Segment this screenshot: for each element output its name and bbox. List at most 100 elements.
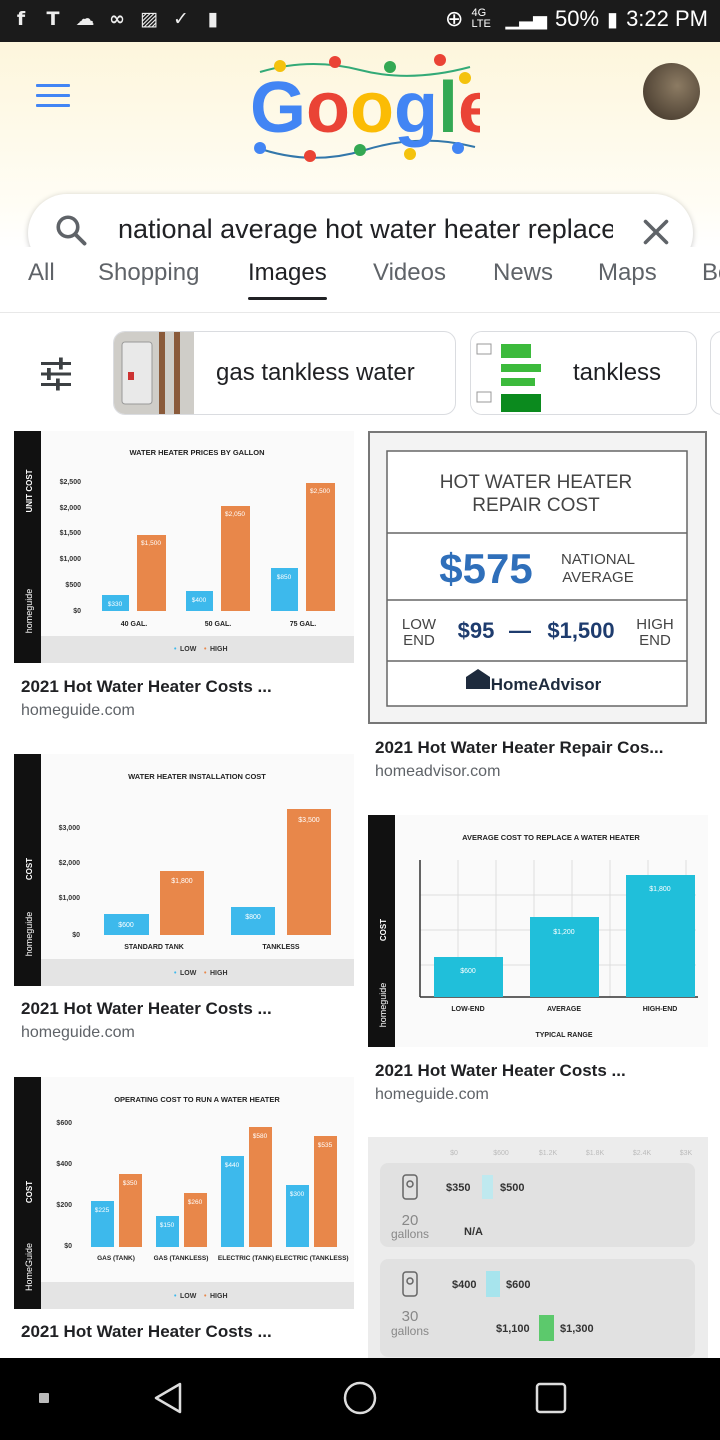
back-icon[interactable] — [150, 1380, 186, 1416]
ha-avg-label: AVERAGE — [562, 569, 633, 586]
chart-ylabel: UNIT COST — [25, 469, 34, 512]
result-image[interactable]: $0 $600 $1.2K $1.8K $2.4K $3K 20 gallons… — [368, 1137, 708, 1358]
result-title[interactable]: 2021 Hot Water Heater Costs ... — [375, 1061, 626, 1080]
overview-icon[interactable] — [534, 1381, 568, 1415]
range-bar — [486, 1271, 500, 1297]
battery-percent: 50% — [555, 6, 600, 31]
tab-images[interactable]: Images — [248, 259, 327, 300]
category-label: ELECTRIC (TANKLESS) — [275, 1255, 348, 1262]
menu-icon[interactable] — [36, 84, 70, 108]
bar-label: $2,500 — [310, 488, 330, 495]
result-title[interactable]: 2021 Hot Water Heater Costs ... — [21, 1322, 272, 1341]
bar-label: $400 — [192, 597, 207, 604]
bar-label: $580 — [253, 1133, 268, 1140]
svg-text:•: • — [204, 646, 207, 653]
tick-label: $3,000 — [59, 825, 81, 832]
result-image[interactable]: UNIT COST homeguide WATER HEATER PRICES … — [14, 431, 354, 663]
image-result[interactable]: $0 $600 $1.2K $1.8K $2.4K $3K 20 gallons… — [368, 1137, 708, 1358]
range-na: N/A — [464, 1226, 483, 1238]
tick-label: $2,000 — [60, 505, 82, 512]
t-mobile-icon: T — [46, 8, 60, 30]
image-result[interactable]: COST homeguide AVERAGE COST TO REPLACE A… — [368, 815, 708, 1115]
svg-text:Google: Google — [250, 68, 480, 148]
home-icon[interactable] — [342, 1380, 378, 1416]
axis-label: $3K — [680, 1150, 693, 1157]
chip-gas-tankless[interactable]: gas tankless water — [113, 331, 456, 415]
bar-low — [156, 1216, 179, 1247]
chart-ylabel: COST — [25, 858, 34, 880]
tick-label: $600 — [56, 1120, 72, 1127]
category-label: TANKLESS — [262, 944, 300, 951]
bar-low — [286, 1185, 309, 1247]
search-icon[interactable] — [53, 212, 89, 248]
tune-icon[interactable] — [38, 356, 74, 392]
tab-all[interactable]: All — [28, 259, 55, 286]
tab-maps[interactable]: Maps — [598, 259, 657, 286]
bar-label: $350 — [123, 1180, 138, 1187]
image-result[interactable]: COST HomeGuide OPERATING COST TO RUN A W… — [14, 1077, 354, 1358]
clear-icon[interactable] — [638, 214, 674, 250]
chip-more[interactable] — [710, 331, 720, 415]
bar-label: $1,800 — [649, 886, 671, 893]
bar-label: $1,200 — [553, 929, 575, 936]
category-label: GAS (TANK) — [97, 1255, 135, 1262]
result-image[interactable]: COST HomeGuide OPERATING COST TO RUN A W… — [14, 1077, 354, 1309]
range-low: $350 — [446, 1182, 470, 1194]
chip-label: gas tankless water — [216, 359, 415, 386]
svg-text:•: • — [174, 1293, 177, 1300]
category-label: LOW-END — [451, 1006, 484, 1013]
bar-label: $600 — [460, 968, 476, 975]
chip-tankless[interactable]: tankless — [470, 331, 697, 415]
category-label: HIGH-END — [643, 1006, 678, 1013]
google-doodle-logo[interactable]: Google — [250, 52, 480, 172]
bar-low — [104, 914, 149, 935]
result-source: homeguide.com — [375, 1086, 489, 1103]
chip-thumbnail — [471, 332, 551, 414]
filter-bar: gas tankless water tankless — [0, 316, 720, 426]
brand-label: homeguide — [378, 983, 388, 1028]
tick-label: $1,000 — [60, 556, 82, 563]
chart-ylabel: COST — [379, 919, 388, 941]
image-result[interactable]: HOT WATER HEATER REPAIR COST $575 NATION… — [368, 431, 708, 791]
result-image[interactable]: HOT WATER HEATER REPAIR COST $575 NATION… — [368, 431, 708, 725]
category-label: 75 GAL. — [290, 621, 317, 628]
search-tabs: All Shopping Images Videos News Maps Bo — [0, 247, 720, 313]
category-label: STANDARD TANK — [124, 944, 184, 951]
result-image[interactable]: COST homeguide AVERAGE COST TO REPLACE A… — [368, 815, 708, 1047]
bar-label: $225 — [95, 1207, 110, 1214]
bar-label: $440 — [225, 1162, 240, 1169]
range-bar — [539, 1315, 554, 1341]
account-avatar[interactable] — [643, 63, 700, 120]
bar-low — [102, 595, 129, 611]
image-result[interactable]: COST homeguide WATER HEATER INSTALLATION… — [14, 754, 354, 1054]
ha-average: $575 — [439, 545, 532, 592]
result-title[interactable]: 2021 Hot Water Heater Costs ... — [21, 677, 272, 696]
chart-ylabel: COST — [25, 1181, 34, 1203]
category-label: 50 GAL. — [205, 621, 232, 628]
recent-dot-icon — [39, 1393, 49, 1403]
tab-books[interactable]: Bo — [702, 259, 720, 286]
chart-title: OPERATING COST TO RUN A WATER HEATER — [114, 1095, 280, 1104]
search-input[interactable]: national average hot water heater replac… — [118, 214, 613, 244]
bar-value — [626, 875, 695, 997]
result-title[interactable]: 2021 Hot Water Heater Repair Cos... — [375, 738, 664, 757]
result-image[interactable]: COST homeguide WATER HEATER INSTALLATION… — [14, 754, 354, 986]
tab-videos[interactable]: Videos — [373, 259, 446, 286]
google-header: Google national average hot water heater… — [0, 42, 720, 272]
tick-label: $1,500 — [60, 530, 82, 537]
ha-brand: HomeAdvisor — [491, 675, 602, 694]
tick-label: $2,500 — [60, 479, 82, 486]
tab-news[interactable]: News — [493, 259, 554, 286]
tick-label: $0 — [73, 608, 81, 615]
category-label: AVERAGE — [547, 1006, 581, 1013]
voicemail-icon: ∞ — [109, 8, 125, 30]
tab-shopping[interactable]: Shopping — [98, 259, 200, 286]
range-high: $500 — [500, 1182, 524, 1194]
range-high: $1,300 — [560, 1323, 594, 1335]
bar-high — [119, 1174, 142, 1247]
status-bar: f T ☁ ∞ ▨ ✓ ▮ ⊕ 4G LTE ▁▃▅ 50% ▮ 3:22 PM — [0, 0, 720, 42]
result-title[interactable]: 2021 Hot Water Heater Costs ... — [21, 999, 272, 1018]
image-result[interactable]: UNIT COST homeguide WATER HEATER PRICES … — [14, 431, 354, 731]
sync-icon: ⊕ — [445, 6, 464, 31]
ha-dash: — — [509, 618, 531, 643]
